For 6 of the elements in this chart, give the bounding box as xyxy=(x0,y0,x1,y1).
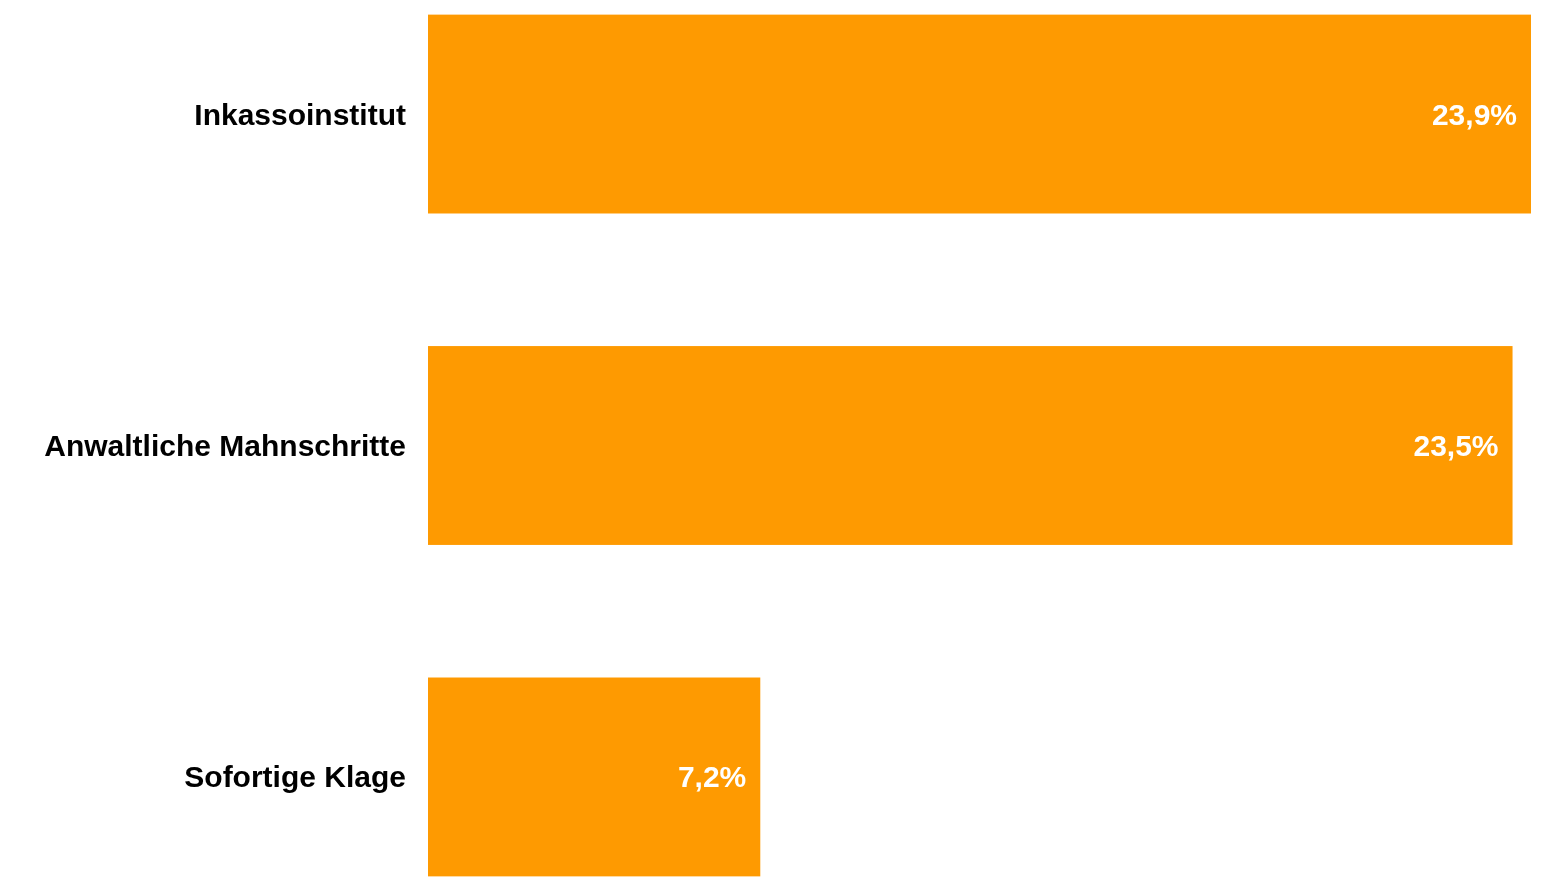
data-label: 7,2% xyxy=(677,760,747,794)
y-tick-label: Inkassoinstitut xyxy=(194,97,407,131)
y-tick-label: Sofortige Klage xyxy=(184,760,406,794)
y-tick-label: Anwaltliche Mahnschritte xyxy=(44,429,406,462)
data-label: 23,9% xyxy=(1431,97,1517,131)
data-label: 23,5% xyxy=(1413,429,1499,462)
